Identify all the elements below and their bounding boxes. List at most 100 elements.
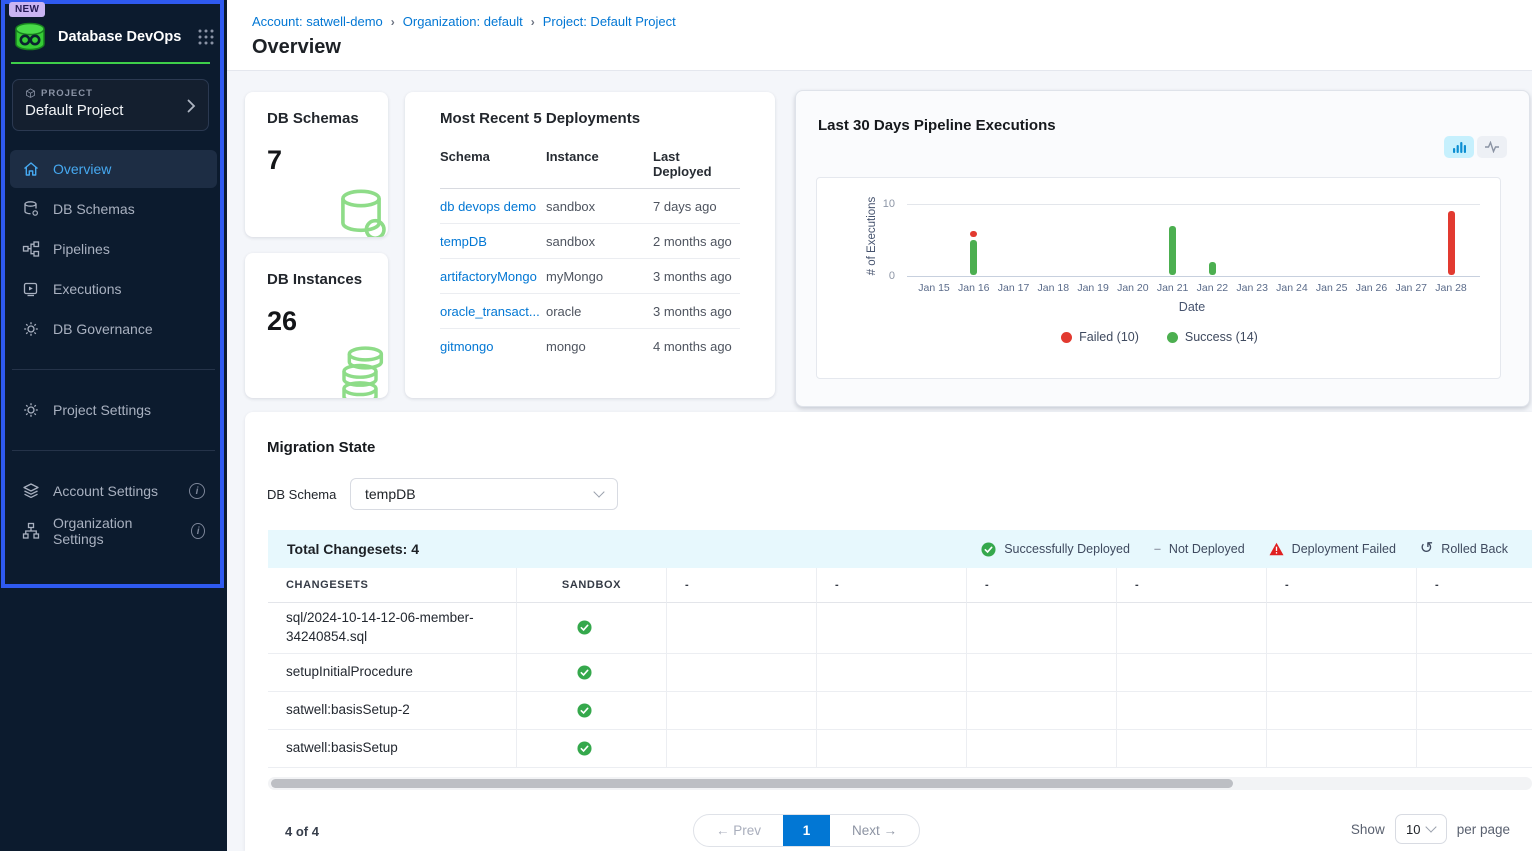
- changeset-row: satwell:basisSetup-2: [268, 692, 1532, 730]
- sidebar-item-overview[interactable]: Overview: [10, 150, 217, 188]
- db-schemas-count: 7: [267, 145, 366, 176]
- next-page-button[interactable]: Next →: [830, 823, 919, 838]
- dash-icon: –: [1154, 542, 1161, 556]
- chevron-down-icon: [1426, 821, 1437, 832]
- page-size-control: Show 10 per page: [1351, 814, 1510, 844]
- column-header: CHANGESETS: [268, 568, 517, 603]
- changeset-status-empty: [1267, 692, 1417, 730]
- column-header-instance: Instance: [546, 149, 653, 179]
- deployment-last-deployed: 3 months ago: [653, 269, 740, 284]
- sidebar-item-executions[interactable]: Executions: [10, 270, 217, 308]
- db-instances-card[interactable]: DB Instances 26: [245, 253, 388, 398]
- x-tick-label: Jan 19: [1071, 282, 1115, 294]
- chart-legend: Failed (10) Success (14): [817, 330, 1502, 344]
- check-circle-icon: [577, 665, 592, 680]
- breadcrumb-separator: ›: [391, 15, 395, 29]
- deployment-last-deployed: 3 months ago: [653, 304, 740, 319]
- bar-chart-toggle-button[interactable]: [1444, 136, 1474, 158]
- pipeline-icon: [22, 240, 40, 258]
- sidebar-item-db-governance[interactable]: DB Governance: [10, 310, 217, 348]
- column-header: -: [667, 568, 817, 603]
- chart-type-toggle: [1444, 136, 1507, 158]
- deployment-schema-link[interactable]: db devops demo: [440, 199, 546, 214]
- page-1-button[interactable]: 1: [783, 814, 830, 847]
- sidebar-item-account-settings[interactable]: Account Settings i: [10, 472, 217, 510]
- info-icon[interactable]: i: [191, 523, 205, 539]
- horizontal-scrollbar-track[interactable]: [268, 777, 1532, 790]
- legend-label: Deployment Failed: [1292, 542, 1396, 556]
- changeset-name: sql/2024-10-14-12-06-member-34240854.sql: [268, 603, 517, 654]
- chart-bar-failed[interactable]: [970, 231, 977, 237]
- migration-state-panel: Migration State DB Schema tempDB Total C…: [245, 412, 1532, 851]
- changeset-status-sandbox[interactable]: [517, 603, 667, 654]
- changeset-row: setupInitialProcedure: [268, 654, 1532, 692]
- column-header: -: [967, 568, 1117, 603]
- app-logo-row: Database DevOps: [12, 18, 215, 56]
- deployment-last-deployed: 2 months ago: [653, 234, 740, 249]
- chart-bar-success[interactable]: [970, 240, 977, 275]
- deployment-row: oracle_transact...oracle3 months ago: [440, 294, 740, 329]
- x-tick-label: Jan 18: [1031, 282, 1075, 294]
- migration-state-title: Migration State: [267, 439, 375, 456]
- db-schema-label: DB Schema: [267, 487, 336, 502]
- column-header-schema: Schema: [440, 149, 546, 179]
- db-instances-card-title: DB Instances: [267, 271, 366, 288]
- project-selector[interactable]: PROJECT Default Project: [12, 79, 209, 131]
- column-header: -: [1417, 568, 1532, 603]
- page-size-select[interactable]: 10: [1395, 814, 1447, 844]
- changeset-status-sandbox[interactable]: [517, 730, 667, 768]
- chart-bar-success[interactable]: [1169, 226, 1176, 275]
- deployment-schema-link[interactable]: artifactoryMongo: [440, 269, 546, 284]
- x-tick-label: Jan 16: [952, 282, 996, 294]
- changesets-header-row: CHANGESETSSANDBOX------: [268, 568, 1532, 603]
- sidebar-item-project-settings[interactable]: Project Settings: [10, 391, 217, 429]
- deployment-schema-link[interactable]: oracle_transact...: [440, 304, 546, 319]
- chart-bar-success[interactable]: [1209, 262, 1216, 275]
- info-icon[interactable]: i: [189, 483, 205, 499]
- changeset-status-sandbox[interactable]: [517, 654, 667, 692]
- breadcrumb-project[interactable]: Project: Default Project: [543, 14, 676, 29]
- db-schema-select[interactable]: tempDB: [350, 478, 618, 510]
- horizontal-scrollbar-thumb[interactable]: [271, 779, 1233, 788]
- page-header: Account: satwell-demo › Organization: de…: [227, 0, 1532, 71]
- chart-bar-failed[interactable]: [1448, 211, 1455, 275]
- column-header-last-deployed: Last Deployed: [653, 149, 740, 179]
- x-tick-label: Jan 15: [912, 282, 956, 294]
- x-tick-label: Jan 24: [1270, 282, 1314, 294]
- changesets-table: Total Changesets: 4 Successfully Deploye…: [268, 530, 1532, 768]
- check-circle-icon: [577, 741, 592, 756]
- changeset-status-empty: [817, 692, 967, 730]
- deployment-instance: sandbox: [546, 199, 653, 214]
- changeset-status-empty: [1417, 603, 1532, 654]
- row-count-label: 4 of 4: [285, 824, 319, 839]
- deployment-row: tempDBsandbox2 months ago: [440, 224, 740, 259]
- legend-item-failed: Failed (10): [1061, 330, 1139, 344]
- column-header: -: [1267, 568, 1417, 603]
- sidebar-item-label: DB Schemas: [53, 201, 135, 217]
- brand-divider: [11, 62, 210, 64]
- deployment-schema-link[interactable]: tempDB: [440, 234, 546, 249]
- deployment-schema-link[interactable]: gitmongo: [440, 339, 546, 354]
- x-tick-label: Jan 22: [1190, 282, 1234, 294]
- changeset-status-sandbox[interactable]: [517, 692, 667, 730]
- changeset-status-empty: [967, 692, 1117, 730]
- breadcrumb-organization[interactable]: Organization: default: [403, 14, 523, 29]
- line-chart-toggle-button[interactable]: [1477, 136, 1507, 158]
- app-grid-icon[interactable]: [197, 28, 215, 46]
- sidebar-item-label: Account Settings: [53, 483, 158, 499]
- prev-page-button[interactable]: ← Prev: [694, 823, 783, 838]
- sidebar-item-organization-settings[interactable]: Organization Settings i: [10, 512, 217, 550]
- changeset-status-empty: [817, 654, 967, 692]
- check-circle-icon: [577, 703, 592, 718]
- deployment-row: db devops demosandbox7 days ago: [440, 189, 740, 224]
- changeset-row: sql/2024-10-14-12-06-member-34240854.sql: [268, 603, 1532, 654]
- db-schemas-card[interactable]: DB Schemas 7: [245, 92, 388, 237]
- layers-icon: [22, 482, 40, 500]
- db-schema-selected-value: tempDB: [365, 486, 595, 502]
- sidebar-item-pipelines[interactable]: Pipelines: [10, 230, 217, 268]
- page-size-value: 10: [1406, 822, 1420, 837]
- db-instances-count: 26: [267, 306, 366, 337]
- sidebar-item-db-schemas[interactable]: DB Schemas: [10, 190, 217, 228]
- gridline: [907, 204, 1480, 205]
- breadcrumb-account[interactable]: Account: satwell-demo: [252, 14, 383, 29]
